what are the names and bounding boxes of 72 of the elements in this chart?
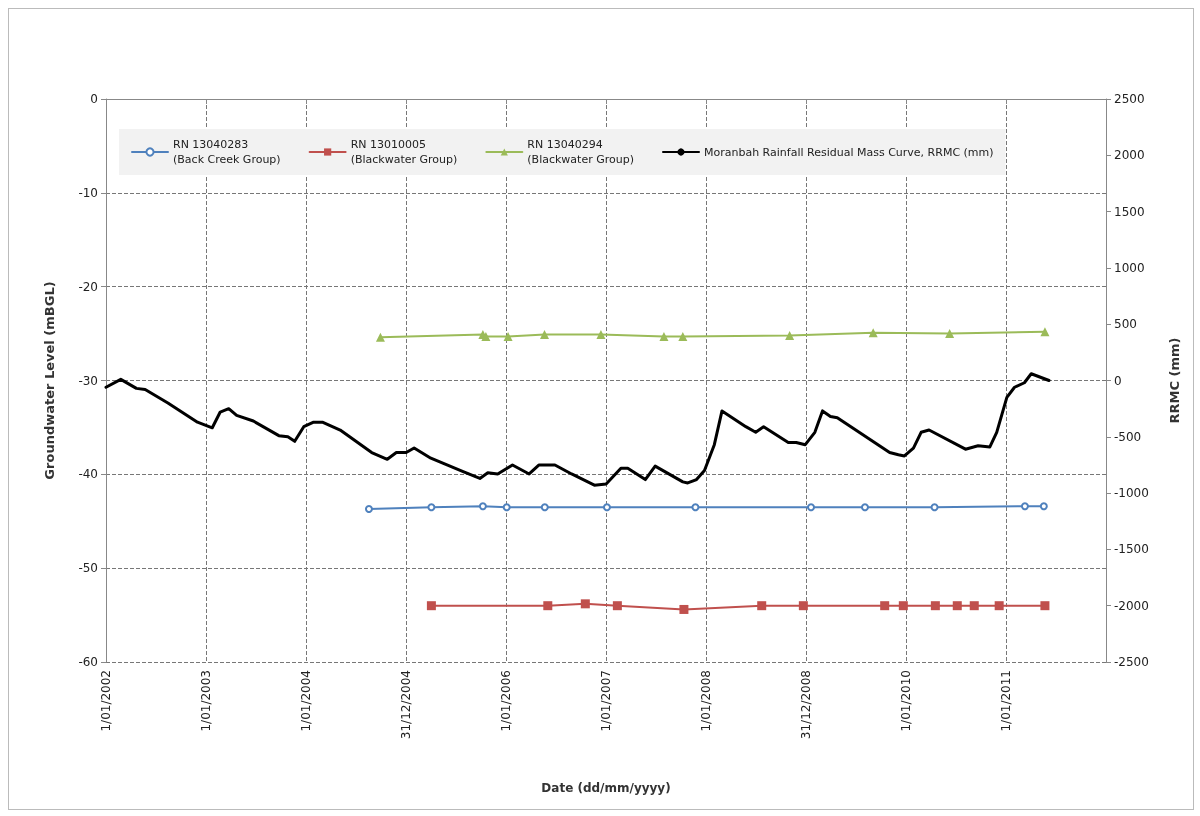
point <box>612 601 622 611</box>
x-tick-label: 1/01/2007 <box>599 670 614 732</box>
point <box>540 503 549 512</box>
point <box>880 601 890 611</box>
point <box>945 329 955 339</box>
point <box>898 601 908 611</box>
point <box>691 503 700 512</box>
y-tick-label: -50 <box>78 561 98 576</box>
y2-tick-label: -1500 <box>1114 542 1149 557</box>
point <box>540 330 550 340</box>
y-tick-label: -60 <box>78 655 98 669</box>
y2-tick-label: -500 <box>1114 429 1142 444</box>
y2-tick-label: 2500 <box>1114 92 1145 106</box>
legend-label: Moranbah Rainfall Residual Mass Curve, RRMC (mm) <box>703 145 994 159</box>
point <box>426 601 436 611</box>
legend-label: RN 13040283 (Back Creek Group) <box>173 138 281 166</box>
point <box>807 503 816 512</box>
point <box>678 331 688 341</box>
point <box>375 332 385 342</box>
point <box>580 599 590 609</box>
x-tick-label: 1/01/2004 <box>298 670 313 732</box>
point <box>478 502 487 511</box>
point <box>659 331 669 341</box>
point <box>757 601 767 611</box>
point <box>994 601 1004 611</box>
point <box>1020 502 1029 511</box>
x-tick-label: 1/01/2003 <box>198 670 213 732</box>
point <box>679 604 689 614</box>
point <box>503 331 513 341</box>
x-tick-label: 31/12/2008 <box>799 670 814 740</box>
y2-axis-title: RRMC (mm) <box>1167 337 1182 424</box>
point <box>868 328 878 338</box>
x-tick-label: 1/01/2008 <box>699 670 714 732</box>
point <box>427 503 436 512</box>
point <box>602 503 611 512</box>
point <box>1040 601 1050 611</box>
y2-tick-label: 2000 <box>1114 148 1145 163</box>
x-tick-label: 1/01/2006 <box>499 670 514 732</box>
y2-tick-label: -2000 <box>1114 598 1149 613</box>
point <box>860 503 869 512</box>
x-tick-label: 1/01/2010 <box>899 670 914 732</box>
line-series <box>104 372 1051 487</box>
legend-label: RN 13010005 (Blackwater Group) <box>350 138 458 166</box>
y2-tick-label: 500 <box>1114 317 1137 332</box>
point <box>1039 502 1048 511</box>
y-tick-label: 0 <box>90 92 98 106</box>
y2-tick-label: 1500 <box>1114 204 1145 219</box>
point <box>1040 327 1050 337</box>
y2-tick-label: 1000 <box>1114 260 1145 275</box>
point <box>543 601 553 611</box>
x-tick-label: 1/01/2002 <box>99 670 113 732</box>
y-tick-label: -20 <box>78 279 98 294</box>
y-tick-label: -40 <box>78 467 98 482</box>
x-tick-label: 31/12/2004 <box>398 670 413 740</box>
y2-tick-label: 0 <box>1114 373 1122 388</box>
y-tick-label: -10 <box>78 185 98 200</box>
point <box>364 505 373 514</box>
point <box>798 601 808 611</box>
point <box>930 601 940 611</box>
y-tick-label: -30 <box>78 373 98 388</box>
x-tick-label: 1/01/2011 <box>999 670 1014 732</box>
legend-label: RN 13040294 (Blackwater Group) <box>527 138 634 166</box>
point <box>952 601 962 611</box>
point <box>969 601 979 611</box>
point <box>785 330 795 340</box>
point <box>930 503 939 512</box>
y-axis-title: Groundwater Level (mBGL) <box>42 281 57 480</box>
y2-tick-label: -1000 <box>1114 486 1149 501</box>
point <box>502 503 511 512</box>
x-axis-title: Date (dd/mm/yyyy) <box>541 781 671 795</box>
y2-tick-label: -2500 <box>1114 655 1149 669</box>
point <box>596 330 606 340</box>
